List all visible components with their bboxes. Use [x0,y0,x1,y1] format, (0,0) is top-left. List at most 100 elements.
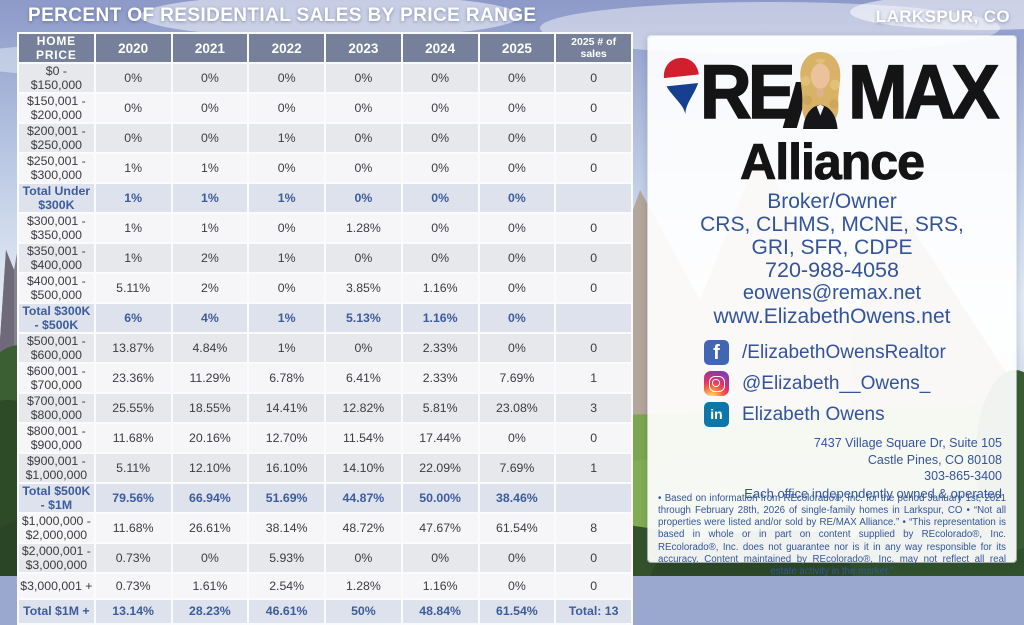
wordmark-max: MAX [847,50,1000,135]
column-header: 2023 [324,32,403,64]
cell-value: 0.73% [93,572,173,600]
column-header: 2022 [247,32,326,64]
social-item-linkedin[interactable]: Elizabeth Owens [704,399,946,430]
row-label: Total $300K - $500K [17,302,96,334]
cell-value: 14.41% [247,392,326,424]
cell-value: 2.33% [400,362,480,394]
cell-value: 5.81% [400,392,480,424]
social-links: /ElizabethOwensRealtor @Elizabeth__Owens_… [704,337,946,430]
cell-value: 0% [324,62,403,94]
cell-value: 1 [554,452,633,484]
cell-value: 61.54% [477,597,557,625]
sales-table: HOME PRICE 2020 2021 2022 2023 2024 2025 2025 #… [17,32,633,625]
table-row: $500,001 - $600,000 13.87% 4.84% 1% 0% 2.33% 0… [17,332,633,364]
table-row: Total $300K - $500K 6% 4% 1% 5.13% 1.16% 0% [17,302,633,334]
cell-value: 44.87% [324,482,403,514]
row-label: $150,001 - $200,000 [17,92,96,124]
cell-value: 61.54% [477,512,557,544]
cell-value [554,482,633,514]
cell-value: 14.10% [324,452,403,484]
cell-value: 0% [93,122,173,154]
cell-value: 12.10% [170,452,250,484]
cell-value: 0% [93,62,173,94]
cell-value: 50% [324,597,403,625]
cell-value: 2% [170,272,250,304]
row-label: $500,001 - $600,000 [17,332,96,364]
disclaimer-text: • Based on information from REcolorado®,… [658,493,1006,577]
cell-value: 16.10% [247,452,326,484]
cell-value: 0 [554,122,633,154]
cell-value: 1% [247,122,326,154]
cell-value: 0% [400,212,480,244]
cell-value: 8 [554,512,633,544]
cell-value: 7.69% [477,452,557,484]
cell-value: 0% [324,242,403,274]
row-label: $3,000,001 + [17,572,96,600]
cell-value: 0% [477,302,557,334]
cell-value: 12.70% [247,422,326,454]
cell-value: 6% [93,302,173,334]
cell-value: 0% [477,332,557,364]
row-label: Total Under $300K [17,182,96,214]
social-handle: @Elizabeth__Owens_ [742,372,931,394]
agent-website[interactable]: www.ElizabethOwens.net [713,305,951,328]
cell-value: 0% [477,422,557,454]
cell-value: 1% [93,182,173,214]
cell-value: 0% [400,122,480,154]
cell-value: 0% [170,92,250,124]
cell-value: 0% [400,152,480,184]
agent-phone: 720-988-4058 [765,258,899,282]
cell-value: 1% [93,212,173,244]
cell-value: 0 [554,572,633,600]
cell-value: 1% [170,152,250,184]
agent-email[interactable]: eowens@remax.net [742,282,922,304]
cell-value: 0% [477,92,557,124]
row-label: $800,001 - $900,000 [17,422,96,454]
social-item-facebook[interactable]: /ElizabethOwensRealtor [704,337,946,368]
cell-value: 26.61% [170,512,250,544]
cell-value: 0% [477,272,557,304]
row-label: $400,001 - $500,000 [17,272,96,304]
office-tagline: Each office independently owned & operat… [744,485,1002,501]
row-label: Total $1M + [17,597,96,625]
cell-value: 1% [170,212,250,244]
cell-value: 0% [247,92,326,124]
cell-value: 1.16% [400,272,480,304]
page-title: PERCENT OF RESIDENTIAL SALES BY PRICE RA… [28,5,537,26]
cell-value: 0% [400,542,480,574]
cell-value: 0% [324,332,403,364]
cell-value: 0% [170,62,250,94]
social-item-instagram[interactable]: @Elizabeth__Owens_ [704,368,946,399]
agent-designations-2: GRI, SFR, CDPE [751,236,913,259]
remax-wordmark: RE MAX [699,50,1000,138]
cell-value: 4.84% [170,332,250,364]
cell-value: Total: 13 [554,597,633,625]
cell-value: 38.14% [247,512,326,544]
cell-value: 3 [554,392,633,424]
cell-value: 38.46% [477,482,557,514]
table-row: $700,001 - $800,000 25.55% 18.55% 14.41% 12.… [17,392,633,424]
cell-value: 11.68% [93,422,173,454]
cell-value: 1 [554,362,633,394]
table-row: $2,000,001 - $3,000,000 0.73% 0% 5.93% 0% 0% 0… [17,542,633,574]
row-label: $350,001 - $400,000 [17,242,96,274]
cell-value: 0% [477,542,557,574]
cell-value: 0 [554,542,633,574]
cell-value: 17.44% [400,422,480,454]
cell-value: 0 [554,242,633,274]
cell-value: 0% [247,62,326,94]
agent-designations-1: CRS, CLHMS, MCNE, SRS, [700,213,964,236]
sales-table-card: HOME PRICE 2020 2021 2022 2023 2024 2025 2025 #… [17,32,633,625]
table-row: $900,001 - $1,000,000 5.11% 12.10% 16.10% 14… [17,452,633,484]
cell-value: 0% [93,92,173,124]
cell-value: 18.55% [170,392,250,424]
cell-value: 0% [477,152,557,184]
table-row: Total $500K - $1M 79.56% 66.94% 51.69% 44.87… [17,482,633,514]
cell-value: 5.11% [93,272,173,304]
cell-value: 1% [93,152,173,184]
cell-value: 47.67% [400,512,480,544]
table-row: $3,000,001 +0.73% 1.61% 2.54% 1.28% 1.16% 0% 0 [17,572,633,600]
cell-value: 13.87% [93,332,173,364]
cell-value: 66.94% [170,482,250,514]
social-handle: Elizabeth Owens [742,403,885,425]
